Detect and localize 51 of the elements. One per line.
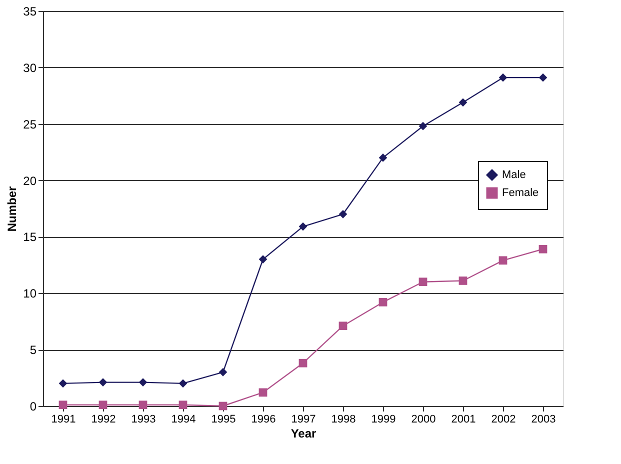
- x-tick-label: 1992: [91, 414, 116, 426]
- y-tick-label: 10: [23, 286, 37, 301]
- point: [58, 400, 68, 410]
- y-tick-label: 25: [23, 117, 37, 132]
- y-tick-label: 35: [23, 4, 37, 18]
- y-tick-label: 0: [30, 400, 37, 414]
- x-tick-label: 1999: [371, 414, 396, 426]
- x-tick-label: 2000: [411, 414, 436, 426]
- x-tick-label: 1991: [51, 414, 76, 426]
- point: [178, 400, 188, 410]
- point: [138, 378, 148, 386]
- x-tick-label: 1996: [251, 414, 276, 426]
- y-tick-label: 15: [23, 230, 37, 244]
- x-tick-label: 1998: [331, 414, 356, 426]
- point: [458, 98, 468, 107]
- x-tick-label: 1993: [131, 414, 156, 426]
- point: [338, 210, 348, 218]
- point: [98, 378, 108, 386]
- y-axis-title: Number: [5, 186, 20, 232]
- x-tick-label: 1995: [211, 414, 236, 426]
- point: [498, 256, 508, 265]
- point: [418, 122, 428, 130]
- point: [178, 379, 188, 388]
- point: [138, 400, 148, 410]
- x-tick-label: 2001: [451, 414, 476, 426]
- point: [258, 388, 268, 397]
- point: [378, 154, 388, 162]
- point: [98, 400, 108, 410]
- legend-label: Male: [502, 169, 526, 181]
- y-tick-label: 30: [23, 60, 37, 75]
- point: [218, 402, 228, 410]
- point: [58, 379, 68, 388]
- point: [218, 368, 228, 376]
- point: [538, 244, 548, 254]
- point: [538, 73, 548, 82]
- point: [298, 222, 308, 231]
- point: [498, 73, 508, 82]
- point: [338, 322, 348, 330]
- x-tick-label: 1997: [291, 414, 316, 426]
- y-tick-label: 5: [30, 343, 37, 358]
- point: [258, 255, 268, 264]
- x-tick-label: 1994: [171, 414, 196, 426]
- point: [458, 276, 468, 285]
- point: [298, 358, 308, 368]
- x-tick-label: 2003: [531, 414, 556, 426]
- x-tick-label: 2002: [491, 414, 516, 426]
- legend-label: Female: [502, 187, 539, 199]
- point: [418, 278, 428, 286]
- x-axis-title: Year: [290, 426, 317, 440]
- point: [378, 298, 388, 306]
- y-tick-label: 20: [23, 174, 37, 188]
